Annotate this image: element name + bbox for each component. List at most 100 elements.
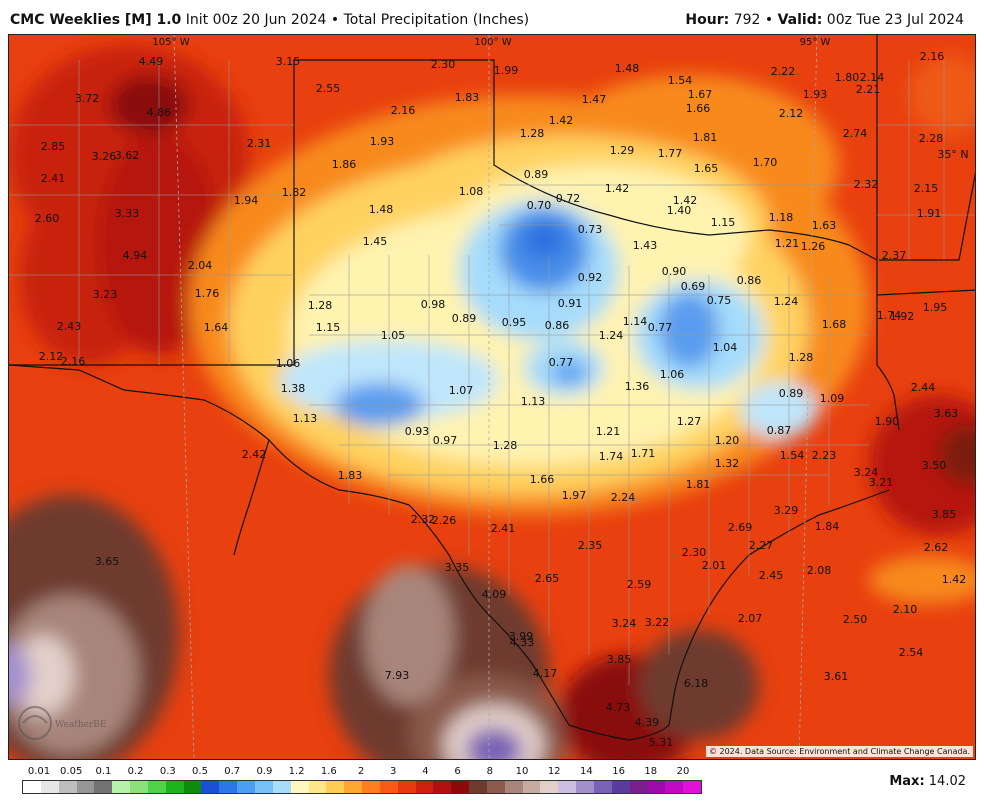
header-title: CMC Weeklies [M] 1.0 Init 00z 20 Jun 202… bbox=[10, 12, 529, 28]
precip-value: 2.74 bbox=[843, 127, 868, 140]
precip-value: 35° N bbox=[937, 148, 968, 161]
legend-tick: 6 bbox=[454, 766, 461, 777]
legend-tick: 10 bbox=[515, 766, 529, 777]
precip-value: 1.14 bbox=[623, 315, 648, 328]
precip-value: 3.35 bbox=[445, 561, 470, 574]
precip-value: 0.73 bbox=[578, 223, 603, 236]
precip-value: 1.29 bbox=[610, 144, 635, 157]
precip-value: 1.45 bbox=[363, 235, 388, 248]
precip-value: 2.08 bbox=[807, 564, 832, 577]
legend-tick: 0.7 bbox=[224, 766, 241, 777]
legend-tick: 0.5 bbox=[192, 766, 208, 777]
precip-value: 2.24 bbox=[611, 491, 636, 504]
logo-text: WeatherBELL bbox=[55, 720, 107, 730]
precip-value: 1.71 bbox=[631, 447, 656, 460]
precip-value: 1.26 bbox=[801, 240, 826, 253]
precip-value: 2.21 bbox=[856, 83, 881, 96]
legend-swatch bbox=[594, 781, 612, 793]
product-name: Total Precipitation (Inches) bbox=[343, 12, 530, 28]
precip-value: 1.15 bbox=[711, 216, 736, 229]
legend-swatch bbox=[540, 781, 559, 793]
legend-tick: 0.05 bbox=[60, 766, 83, 777]
precip-value: 1.42 bbox=[942, 573, 967, 586]
separator-dot-2: • bbox=[764, 12, 774, 28]
precip-value: 1.36 bbox=[625, 380, 650, 393]
legend-tick: 0.9 bbox=[256, 766, 273, 777]
precip-value: 2.01 bbox=[702, 559, 727, 572]
precip-value: 2.10 bbox=[893, 603, 918, 616]
precip-value: 3.21 bbox=[869, 476, 894, 489]
legend-swatch bbox=[469, 781, 487, 793]
precip-value: 1.83 bbox=[338, 469, 363, 482]
map-canvas: 4.49 3.15 2.30 1.99 1.48 1.54 2.22 1.80 2.14 2.16… bbox=[9, 35, 975, 759]
precip-value: 1.28 bbox=[308, 299, 333, 312]
precip-value: 4.39 bbox=[635, 716, 660, 729]
legend-tick: 12 bbox=[547, 766, 561, 777]
legend-tick: 2 bbox=[357, 766, 365, 777]
valid-time: 00z Tue 23 Jul 2024 bbox=[826, 12, 964, 28]
precip-value: 1.93 bbox=[370, 135, 395, 148]
precip-value: 1.42 bbox=[605, 182, 630, 195]
legend-tick: 0.2 bbox=[127, 766, 144, 777]
legend-swatch bbox=[308, 781, 327, 793]
precip-value: 3.65 bbox=[95, 555, 120, 568]
precip-value: 2.07 bbox=[738, 612, 763, 625]
precip-value: 1.86 bbox=[332, 158, 357, 171]
legend-swatch bbox=[219, 781, 238, 793]
precip-value: 7.93 bbox=[385, 669, 410, 682]
precip-value: 1.48 bbox=[615, 62, 640, 75]
legend-swatch bbox=[76, 781, 95, 793]
precip-value: 2.55 bbox=[316, 82, 341, 95]
precip-value-labels: 4.49 3.15 2.30 1.99 1.48 1.54 2.22 1.80 2.14 2.16… bbox=[35, 50, 969, 749]
precip-value: 1.21 bbox=[775, 237, 800, 250]
precip-value: 1.13 bbox=[293, 412, 318, 425]
model-name: CMC Weeklies [M] 1.0 bbox=[10, 12, 182, 28]
precip-value: 2.50 bbox=[843, 613, 868, 626]
legend-tick: 0.01 bbox=[27, 766, 51, 777]
precip-value: 3.85 bbox=[607, 653, 632, 666]
legend-swatch bbox=[379, 781, 398, 793]
legend-tick: 3 bbox=[390, 766, 397, 777]
precip-value: 3.15 bbox=[276, 55, 301, 68]
legend-swatch bbox=[237, 781, 255, 793]
precip-value: 1.63 bbox=[812, 219, 837, 232]
precip-value: 2.28 bbox=[919, 132, 944, 145]
legend-swatch bbox=[94, 781, 113, 793]
legend-swatch bbox=[254, 781, 273, 793]
precip-value: 1.13 bbox=[521, 395, 546, 408]
precip-value: 1.54 bbox=[668, 74, 693, 87]
legend-swatch bbox=[272, 781, 291, 793]
longitude-lines bbox=[173, 35, 818, 759]
precip-value: 0.86 bbox=[545, 319, 570, 332]
precip-value: 1.24 bbox=[774, 295, 799, 308]
precip-value: 1.08 bbox=[459, 185, 484, 198]
precip-value: 0.89 bbox=[779, 387, 804, 400]
precip-value: 2.62 bbox=[924, 541, 949, 554]
state-boundaries bbox=[9, 35, 975, 741]
precip-value: 2.35 bbox=[578, 539, 603, 552]
precip-value: 1.64 bbox=[204, 321, 229, 334]
legend-tick: 8 bbox=[486, 766, 493, 777]
precip-value: 1.76 bbox=[195, 287, 220, 300]
legend-swatch bbox=[130, 781, 148, 793]
precip-value: 0.69 bbox=[681, 280, 706, 293]
precip-value: 2.41 bbox=[491, 522, 516, 535]
precip-value: 2.30 bbox=[682, 546, 707, 559]
precip-value: 2.32 bbox=[854, 178, 879, 191]
precip-value: 0.90 bbox=[662, 265, 687, 278]
precip-value: 1.21 bbox=[596, 425, 621, 438]
legend-swatch bbox=[683, 781, 702, 793]
precip-value: 1.66 bbox=[530, 473, 555, 486]
legend-swatch bbox=[522, 781, 541, 793]
precip-value: 1.20 bbox=[715, 434, 740, 447]
legend-tick: 4 bbox=[422, 766, 429, 777]
precip-value: 1.28 bbox=[520, 127, 545, 140]
precip-value: 1.28 bbox=[493, 439, 518, 452]
legend-tick: 0.3 bbox=[159, 766, 176, 777]
legend-swatch bbox=[40, 781, 59, 793]
precip-value: 2.65 bbox=[535, 572, 560, 585]
precip-value: 0.97 bbox=[433, 434, 458, 447]
precip-value: 0.95 bbox=[502, 316, 527, 329]
precip-value: 1.48 bbox=[369, 203, 394, 216]
precip-value: 6.18 bbox=[684, 677, 709, 690]
